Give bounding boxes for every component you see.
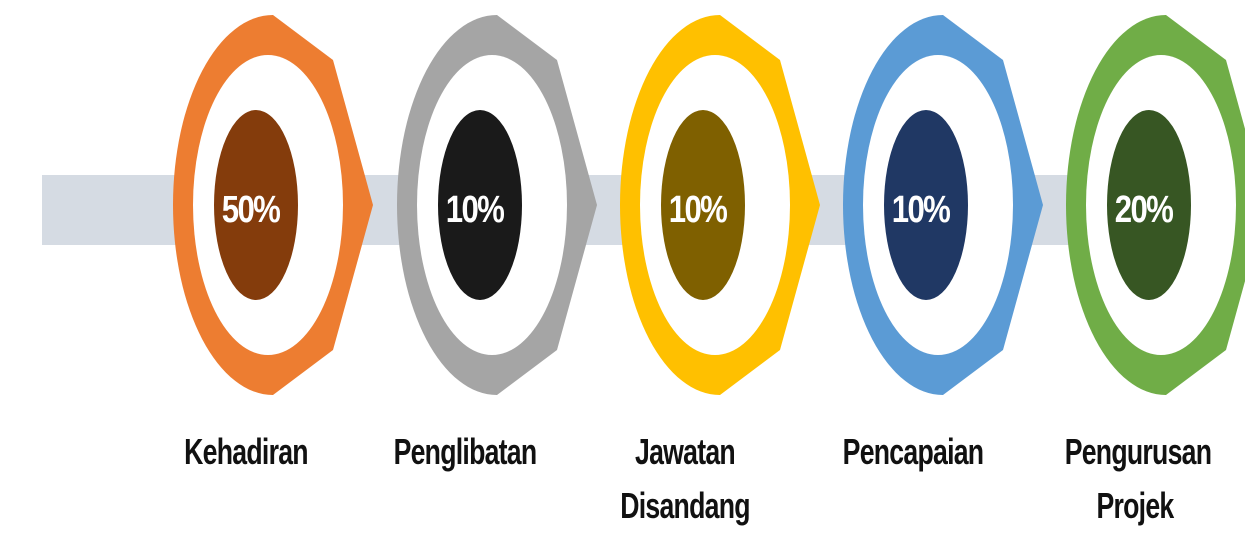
step-label-pencapaian: Pencapaian [842, 431, 984, 472]
step-value: 50% [221, 189, 281, 231]
step-value: 10% [891, 189, 951, 231]
step-label-kehadiran: Kehadiran [184, 431, 308, 472]
step-value: 10% [668, 189, 728, 231]
step-penglibatan: 10% [397, 15, 602, 395]
step-pengurusan-projek: 20% [1066, 15, 1245, 395]
step-label-jawatan-disandang: Jawatan Disandang [620, 431, 750, 526]
step-label-pengurusan-projek: Pengurusan Projek [1064, 431, 1212, 526]
step-value: 20% [1114, 189, 1174, 231]
step-badge-shape [620, 15, 820, 395]
step-value: 10% [445, 189, 505, 231]
step-label-penglibatan: Penglibatan [393, 431, 538, 472]
step-badge-shape [1066, 15, 1245, 395]
step-badge-shape [173, 15, 373, 395]
step-pencapaian: 10% [843, 15, 1048, 395]
step-badge-shape [843, 15, 1043, 395]
step-jawatan-disandang: 10% [620, 15, 825, 395]
step-badge-shape [397, 15, 597, 395]
step-kehadiran: 50% [173, 15, 378, 395]
